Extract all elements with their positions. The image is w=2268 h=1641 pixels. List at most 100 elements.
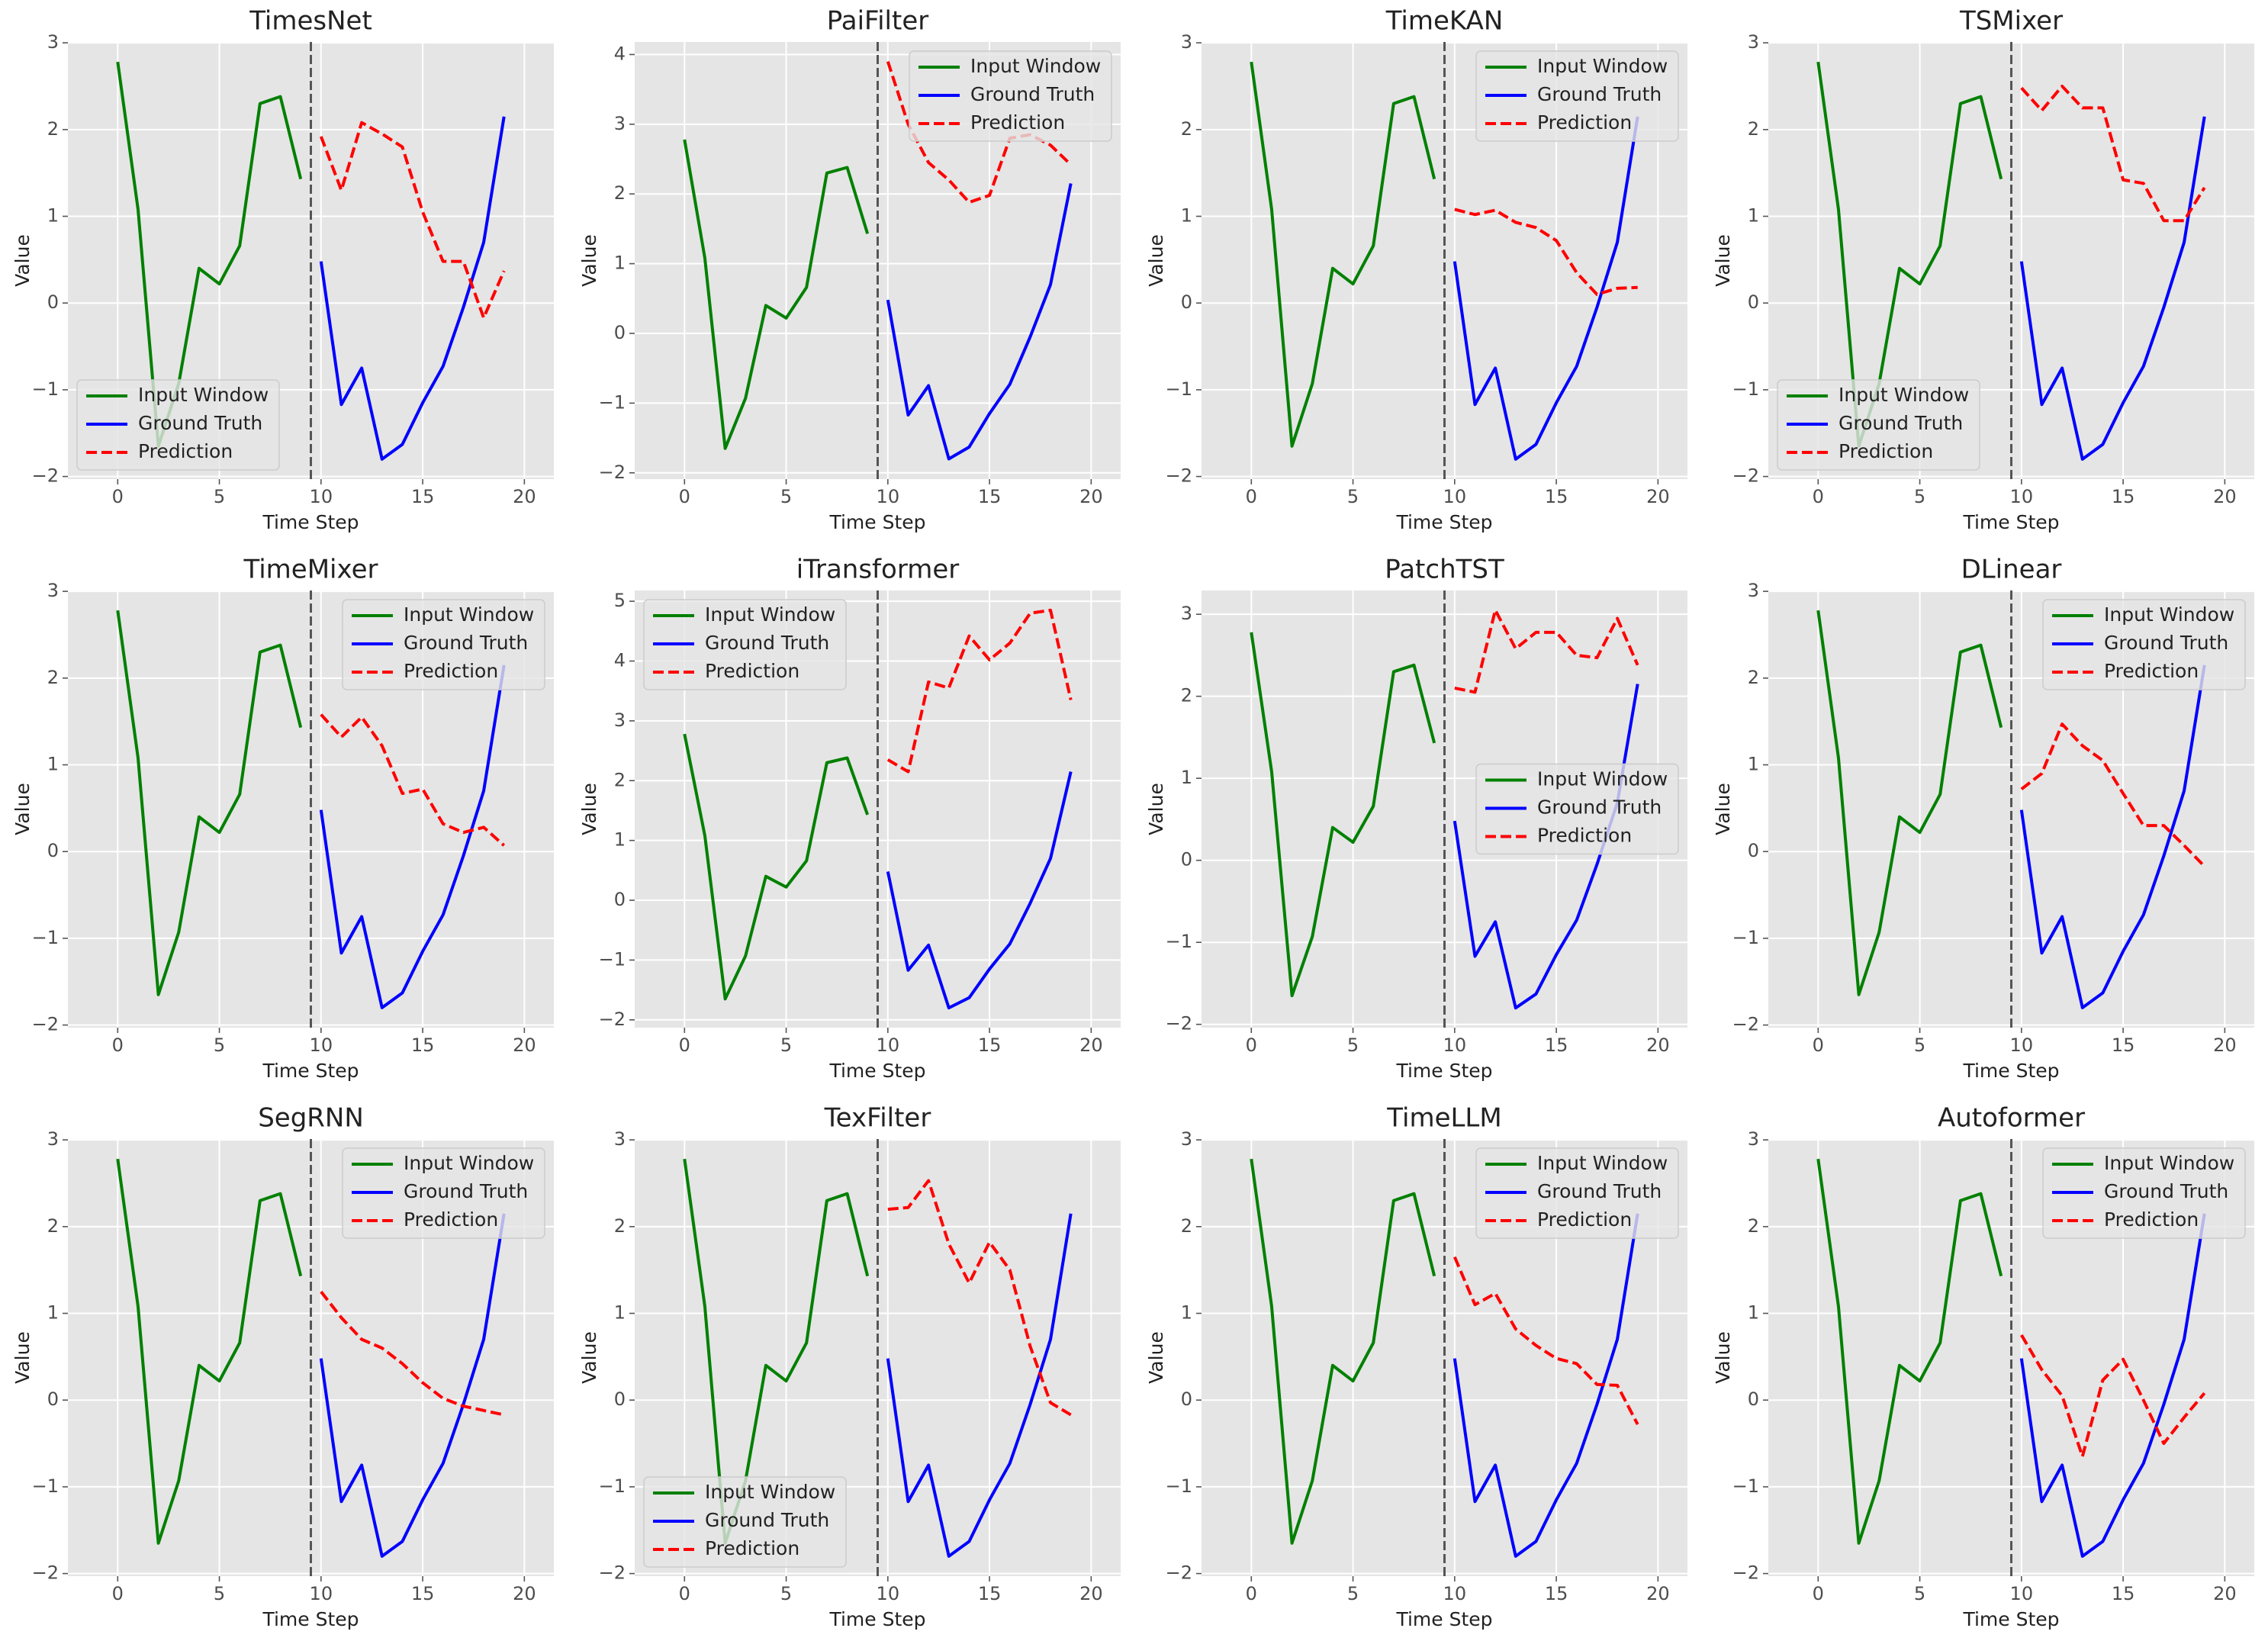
legend-box	[909, 50, 1112, 142]
chart-title: TexFilter	[824, 1103, 931, 1134]
y-tick-label: −1	[1732, 1475, 1759, 1497]
y-tick-label: 3	[1181, 603, 1192, 624]
x-tick-label: 5	[214, 1583, 225, 1604]
y-tick-label: 2	[1181, 118, 1192, 140]
x-tick-label: 20	[1646, 1583, 1670, 1604]
x-tick-label: 10	[1443, 1034, 1467, 1056]
series-line	[319, 121, 506, 320]
legend-label: Ground Truth	[1537, 1180, 1662, 1202]
x-tick-label: 10	[1443, 486, 1467, 507]
legend-box	[76, 379, 280, 471]
y-tick-label: 2	[1748, 667, 1759, 688]
y-tick-label: 1	[1181, 205, 1192, 227]
x-tick-label: 0	[1813, 486, 1824, 507]
legend-label: Prediction	[404, 1208, 498, 1231]
legend-label: Input Window	[705, 603, 835, 626]
legend-label: Ground Truth	[404, 1180, 528, 1202]
x-axis-label: Time Step	[828, 1060, 925, 1082]
x-tick-label: 0	[679, 1034, 690, 1056]
series-line	[1452, 1213, 1639, 1558]
y-tick-label: −1	[599, 948, 626, 970]
legend-label: Prediction	[1537, 1208, 1632, 1231]
y-axis-label: Value	[578, 234, 600, 287]
y-axis-label: Value	[578, 1331, 600, 1384]
x-tick-label: 0	[1246, 1583, 1257, 1604]
legend-label: Input Window	[1839, 384, 1969, 406]
series-line	[886, 608, 1073, 774]
series-line	[2019, 1213, 2206, 1558]
x-axis-label: Time Step	[1962, 511, 2059, 533]
y-tick-label: −2	[599, 1562, 626, 1584]
y-axis-label: Value	[1145, 1331, 1167, 1384]
series-line	[1454, 208, 1638, 296]
y-tick-label: −2	[1732, 1014, 1759, 1035]
chart-title: TimeMixer	[243, 555, 378, 585]
chart-title: PaiFilter	[827, 6, 928, 37]
y-tick-label: 2	[1181, 1215, 1192, 1237]
x-tick-label: 20	[2213, 1034, 2237, 1056]
x-axis-label: Time Step	[1962, 1060, 2059, 1082]
x-tick-label: 10	[310, 486, 333, 507]
series-line	[116, 61, 303, 448]
series-line	[2020, 1334, 2206, 1459]
chart-title: TimesNet	[249, 6, 372, 37]
x-tick-label: 5	[1347, 1583, 1359, 1604]
y-tick-label: −1	[32, 378, 59, 400]
series-line	[319, 1213, 506, 1558]
series-line	[886, 183, 1073, 461]
panel: 0 5 10 15 20 −2 −1 0 1 2 3 TimesNet Time Step Value In…	[11, 6, 554, 533]
y-tick-label: 4	[614, 649, 626, 671]
legend-box	[2042, 599, 2246, 690]
series-line	[1250, 61, 1436, 448]
x-tick-label: 15	[411, 1034, 435, 1056]
y-tick-label: 3	[47, 31, 59, 53]
panel: 0 5 10 15 20 −2 −1 0 1 2 3 TimeKAN Time Step Value Inp…	[1145, 6, 1687, 533]
panel: 0 5 10 15 20 −2 −1 0 1 2 3 TimeLLM Time Step Value Inp…	[1145, 1103, 1687, 1630]
y-tick-label: −2	[599, 1009, 626, 1030]
legend-label: Input Window	[1537, 768, 1668, 790]
x-tick-label: 5	[780, 1583, 792, 1604]
chart-title: TimeKAN	[1385, 6, 1504, 37]
x-axis-label: Time Step	[828, 511, 925, 533]
y-tick-label: −1	[1166, 1475, 1192, 1497]
legend-label: Prediction	[2104, 660, 2199, 682]
x-tick-label: 20	[513, 1583, 536, 1604]
y-tick-label: 0	[1181, 291, 1192, 313]
x-tick-label: 20	[1646, 1034, 1670, 1056]
legend-label: Prediction	[1537, 825, 1632, 847]
y-tick-label: 2	[614, 769, 626, 790]
x-tick-label: 5	[214, 486, 225, 507]
y-axis-label: Value	[1712, 1331, 1734, 1384]
x-axis-label: Time Step	[262, 1608, 359, 1630]
legend-box	[1475, 1147, 1679, 1239]
x-axis-label: Time Step	[262, 1060, 359, 1082]
y-tick-label: −2	[1166, 465, 1192, 487]
y-tick-label: 3	[1181, 31, 1192, 53]
panel: 0 5 10 15 20 −2 −1 0 1 2 3 SegRNN Time Step Value Inpu…	[11, 1103, 554, 1630]
x-tick-label: 5	[214, 1034, 225, 1056]
series-line	[1816, 61, 2003, 448]
x-tick-label: 15	[1545, 1034, 1568, 1056]
panel: 0 5 10 15 20 −2 −1 0 1 2 3 TSMixer Time Step Value Inp…	[1712, 6, 2254, 533]
y-tick-label: 1	[614, 829, 626, 851]
x-tick-label: 10	[2010, 1034, 2034, 1056]
y-tick-label: 2	[1748, 1215, 1759, 1237]
y-tick-label: 3	[47, 580, 59, 601]
panel: 0 5 10 15 20 −2 −1 0 1 2 3 DLinear Time Step Value Inp…	[1712, 555, 2254, 1082]
chart-title: PatchTST	[1385, 555, 1504, 585]
legend-label: Ground Truth	[404, 632, 528, 654]
y-tick-label: −1	[1732, 378, 1759, 400]
legend-label: Ground Truth	[138, 412, 262, 434]
x-tick-label: 15	[978, 486, 1002, 507]
y-axis-label: Value	[1712, 234, 1734, 287]
y-tick-label: −1	[1732, 927, 1759, 948]
x-tick-label: 5	[780, 1034, 792, 1056]
legend-box	[1475, 50, 1679, 142]
legend-label: Prediction	[1839, 440, 1933, 462]
y-tick-label: 2	[1181, 685, 1192, 706]
x-tick-label: 20	[2213, 1583, 2237, 1604]
y-axis-label: Value	[578, 783, 600, 835]
legend-label: Ground Truth	[1537, 796, 1662, 819]
x-axis-label: Time Step	[262, 511, 359, 533]
